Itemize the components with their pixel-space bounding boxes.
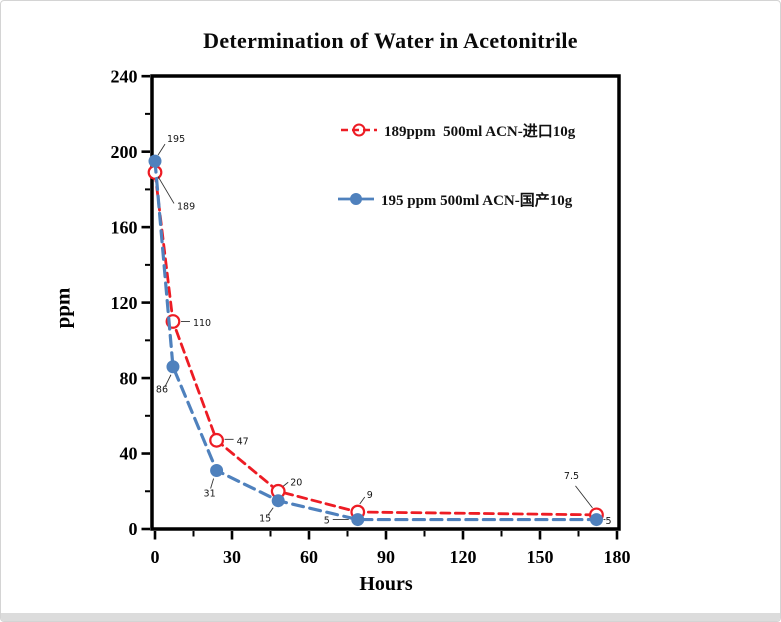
x-tick-label: 0 <box>151 547 160 567</box>
x-tick-label: 120 <box>450 547 477 567</box>
point-label-leader <box>282 481 289 487</box>
chart-title: Determination of Water in Acetonitrile <box>203 28 578 53</box>
point-label: 47 <box>237 436 249 447</box>
y-tick-label: 160 <box>111 217 138 237</box>
legend-item-imported: 189ppm 500ml ACN-进口10g <box>339 122 576 140</box>
point-label: 86 <box>156 385 168 396</box>
y-tick-label: 80 <box>120 368 138 388</box>
point-label: 5 <box>324 516 330 527</box>
data-point-marker <box>351 513 365 527</box>
point-label: 110 <box>193 318 211 329</box>
legend-label-domestic: 195 ppm 500ml ACN-国产10g <box>381 192 573 209</box>
x-tick-label: 150 <box>527 547 554 567</box>
point-label-leader <box>359 496 366 505</box>
y-tick-label: 120 <box>111 293 138 313</box>
legend-marker-open-circle-icon <box>341 123 377 137</box>
point-label-leader <box>267 507 274 515</box>
point-label: 9 <box>367 490 373 501</box>
point-label-leader <box>157 176 175 204</box>
point-label-leader <box>157 143 166 156</box>
data-point-marker <box>166 360 180 374</box>
point-label: 20 <box>290 477 302 488</box>
y-tick-label: 200 <box>111 142 138 162</box>
legend-marker-filled-circle-icon <box>338 193 374 205</box>
bottom-border-bar <box>1 613 780 621</box>
x-tick-label: 30 <box>223 547 241 567</box>
y-axis-title: ppm <box>50 287 75 329</box>
point-label: 15 <box>259 514 271 525</box>
data-point-marker <box>271 494 285 508</box>
x-tick-label: 90 <box>377 547 395 567</box>
point-label: 31 <box>204 489 216 500</box>
y-tick-label: 40 <box>120 444 138 464</box>
data-point-marker <box>148 154 162 168</box>
point-label: 189 <box>177 201 195 212</box>
data-point-marker <box>589 513 603 527</box>
series-line-0 <box>153 171 598 517</box>
point-label: 195 <box>167 134 185 145</box>
point-label-leader <box>164 374 172 387</box>
legend-item-domestic: 195 ppm 500ml ACN-国产10g <box>336 191 573 209</box>
point-label-leader <box>210 478 215 489</box>
point-label: 7.5 <box>564 471 579 482</box>
x-tick-label: 180 <box>604 547 631 567</box>
y-tick-label: 0 <box>129 519 138 539</box>
x-axis-title: Hours <box>359 573 413 595</box>
point-label-leader <box>575 485 593 509</box>
point-label: 5 <box>605 516 611 527</box>
plot-border <box>150 74 621 531</box>
data-point-marker <box>209 432 225 448</box>
series-line-1 <box>153 159 599 522</box>
data-point-marker <box>210 464 224 478</box>
x-tick-label: 60 <box>300 547 318 567</box>
legend-label-imported: 189ppm 500ml ACN-进口10g <box>384 123 576 140</box>
y-tick-label: 240 <box>111 66 138 86</box>
